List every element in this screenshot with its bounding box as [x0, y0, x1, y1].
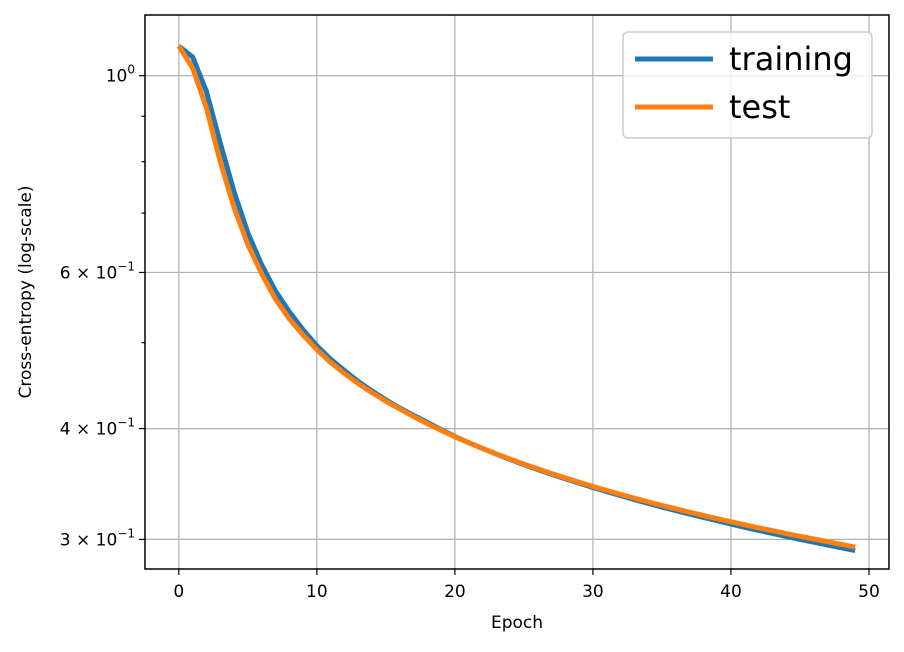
x-tick-label: 10 — [306, 582, 328, 602]
x-tick-label: 0 — [173, 582, 184, 602]
y-tick-label: 100 — [106, 63, 135, 87]
y-tick-label: 3 × 10−1 — [60, 526, 135, 550]
series-line-test — [176, 44, 856, 550]
x-tick-label: 50 — [858, 582, 880, 602]
x-tick-label: 20 — [444, 582, 466, 602]
x-tick-label: 30 — [582, 582, 604, 602]
y-tick-label: 4 × 10−1 — [60, 416, 135, 440]
tick-layer: 0 10 20 30 40 50 100 6 × 10−1 4 × 10−1 3 × 10−1 — [60, 63, 880, 602]
legend-label-training: training — [729, 40, 853, 78]
y-axis-label: Cross-entropy (log-scale) — [16, 185, 36, 398]
legend-label-test: test — [729, 88, 790, 126]
series-layer — [176, 44, 856, 554]
plot-frame — [144, 14, 890, 570]
legend: training test — [622, 31, 873, 139]
y-tick-label: 6 × 10−1 — [60, 259, 135, 283]
x-axis-label: Epoch — [491, 613, 543, 633]
x-tick-label: 40 — [720, 582, 742, 602]
